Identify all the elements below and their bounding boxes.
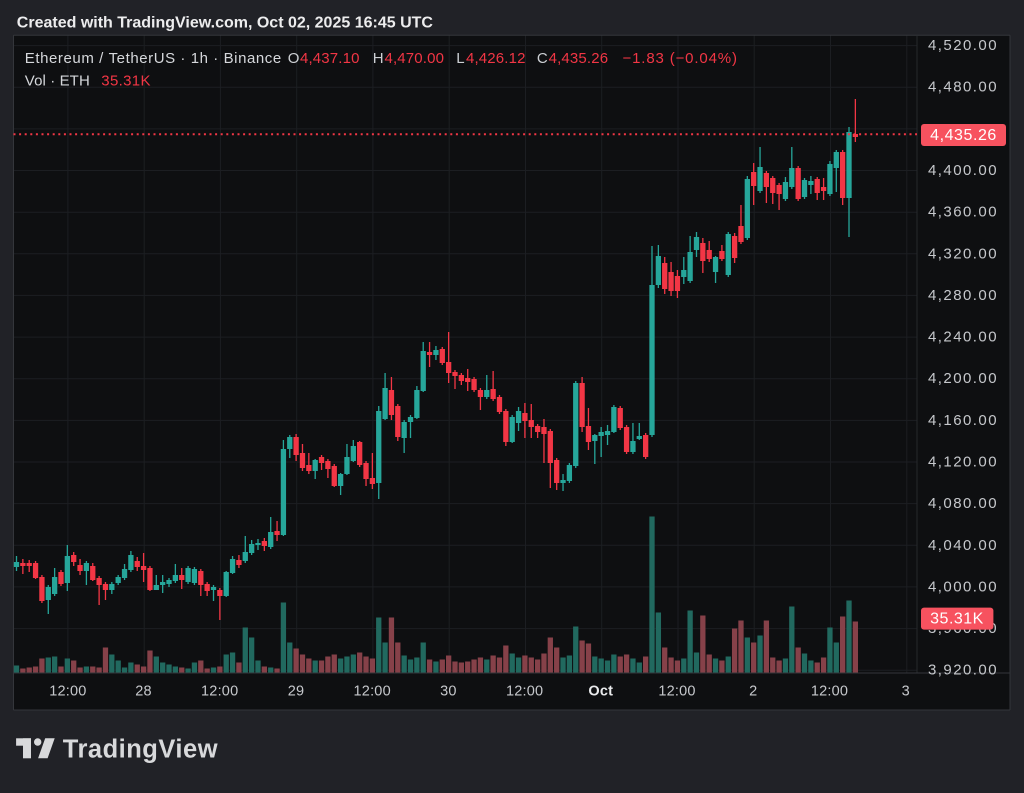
svg-text:Vol · ETH: Vol · ETH bbox=[25, 73, 90, 90]
svg-text:4,200.00: 4,200.00 bbox=[928, 370, 998, 387]
svg-text:Oct: Oct bbox=[588, 684, 613, 700]
svg-text:O: O bbox=[288, 50, 300, 67]
svg-text:4,120.00: 4,120.00 bbox=[928, 454, 998, 471]
svg-text:4,000.00: 4,000.00 bbox=[928, 578, 998, 595]
svg-text:Ethereum / TetherUS · 1h · Bin: Ethereum / TetherUS · 1h · Binance bbox=[25, 50, 282, 67]
svg-text:35.31K: 35.31K bbox=[930, 611, 984, 628]
svg-text:4,400.00: 4,400.00 bbox=[928, 162, 998, 179]
svg-text:4,435.26: 4,435.26 bbox=[549, 50, 609, 67]
svg-text:4,040.00: 4,040.00 bbox=[928, 537, 998, 554]
svg-text:−1.83 (−0.04%): −1.83 (−0.04%) bbox=[623, 50, 738, 67]
svg-text:4,470.00: 4,470.00 bbox=[385, 50, 445, 67]
svg-text:4,437.10: 4,437.10 bbox=[300, 50, 360, 67]
svg-text:4,280.00: 4,280.00 bbox=[928, 287, 998, 304]
svg-text:L: L bbox=[456, 50, 465, 67]
svg-text:TradingView: TradingView bbox=[63, 735, 218, 763]
svg-text:4,240.00: 4,240.00 bbox=[928, 329, 998, 346]
svg-text:3: 3 bbox=[902, 684, 910, 700]
svg-text:H: H bbox=[373, 50, 384, 67]
svg-text:12:00: 12:00 bbox=[506, 684, 543, 700]
svg-text:Created with TradingView.com,: Created with TradingView.com, Oct 02, 20… bbox=[17, 15, 434, 32]
svg-text:4,520.00: 4,520.00 bbox=[928, 37, 998, 54]
svg-text:12:00: 12:00 bbox=[811, 684, 848, 700]
svg-text:12:00: 12:00 bbox=[354, 684, 391, 700]
svg-text:4,080.00: 4,080.00 bbox=[928, 495, 998, 512]
svg-text:4,426.12: 4,426.12 bbox=[466, 50, 526, 67]
svg-text:29: 29 bbox=[288, 684, 305, 700]
svg-text:3,920.00: 3,920.00 bbox=[928, 662, 998, 679]
svg-text:4,480.00: 4,480.00 bbox=[928, 79, 998, 96]
svg-text:35.31K: 35.31K bbox=[101, 73, 151, 90]
svg-text:30: 30 bbox=[440, 684, 457, 700]
svg-text:12:00: 12:00 bbox=[201, 684, 238, 700]
svg-text:12:00: 12:00 bbox=[49, 684, 86, 700]
svg-text:4,435.26: 4,435.26 bbox=[930, 127, 997, 144]
svg-text:4,160.00: 4,160.00 bbox=[928, 412, 998, 429]
svg-text:C: C bbox=[537, 50, 548, 67]
svg-text:4,360.00: 4,360.00 bbox=[928, 204, 998, 221]
svg-text:28: 28 bbox=[135, 684, 152, 700]
svg-text:4,320.00: 4,320.00 bbox=[928, 245, 998, 262]
svg-text:2: 2 bbox=[749, 684, 757, 700]
svg-text:12:00: 12:00 bbox=[658, 684, 695, 700]
